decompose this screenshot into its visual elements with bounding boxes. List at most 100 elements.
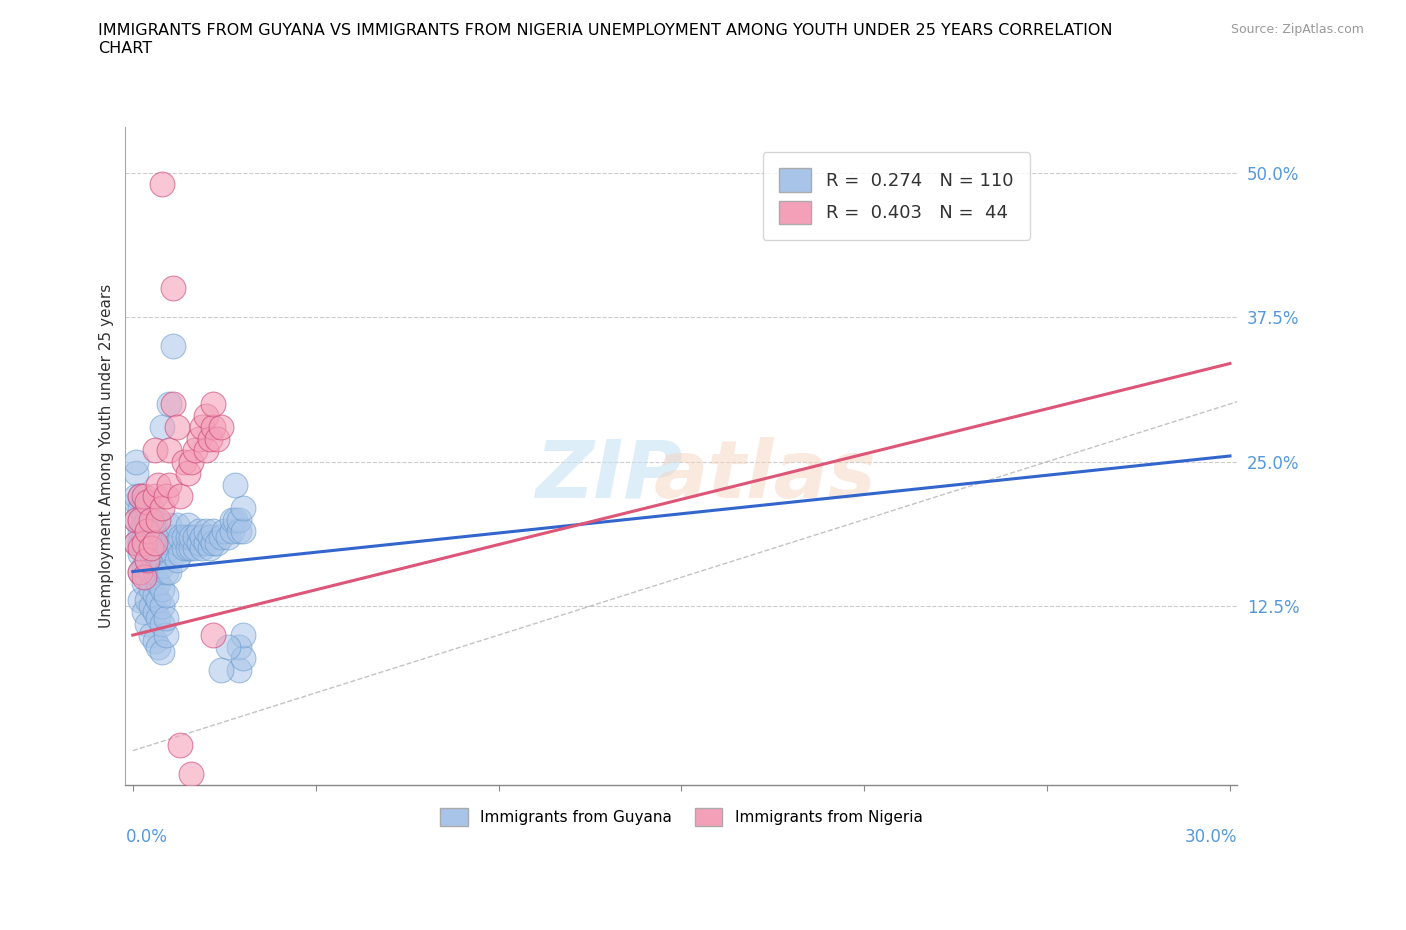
Point: [148, 477, 170, 492]
Text: atlas: atlas: [654, 437, 876, 514]
Point: [132, 495, 155, 510]
Point: [162, 281, 184, 296]
Point: [129, 593, 152, 608]
Point: [150, 645, 173, 660]
Point: [209, 529, 232, 544]
Point: [129, 565, 152, 579]
Point: [139, 581, 162, 596]
Point: [184, 443, 207, 458]
Point: [173, 455, 195, 470]
Point: [139, 541, 162, 556]
Point: [139, 628, 162, 643]
Point: [221, 512, 243, 527]
Point: [143, 535, 166, 550]
Point: [166, 419, 188, 434]
Point: [231, 500, 253, 515]
Point: [148, 552, 170, 567]
Point: [194, 443, 217, 458]
Point: [166, 518, 188, 533]
Text: Source: ZipAtlas.com: Source: ZipAtlas.com: [1230, 23, 1364, 36]
Point: [136, 593, 159, 608]
Point: [148, 535, 170, 550]
Point: [162, 529, 184, 544]
Point: [187, 432, 209, 446]
Point: [129, 524, 152, 538]
Point: [184, 529, 207, 544]
Point: [125, 489, 148, 504]
Point: [139, 518, 162, 533]
Point: [191, 419, 214, 434]
Point: [143, 587, 166, 602]
Point: [224, 477, 246, 492]
Point: [125, 535, 148, 550]
Point: [157, 396, 180, 411]
Point: [132, 535, 155, 550]
Point: [132, 518, 155, 533]
Point: [176, 541, 198, 556]
Point: [136, 495, 159, 510]
Point: [129, 541, 152, 556]
Point: [148, 593, 170, 608]
Point: [228, 512, 250, 527]
Point: [136, 552, 159, 567]
Point: [212, 524, 235, 538]
Point: [129, 500, 152, 515]
Point: [224, 512, 246, 527]
Point: [143, 604, 166, 619]
Legend: Immigrants from Guyana, Immigrants from Nigeria: Immigrants from Guyana, Immigrants from …: [433, 801, 929, 833]
Point: [202, 396, 225, 411]
Point: [157, 443, 180, 458]
Point: [155, 489, 177, 504]
Point: [136, 512, 159, 527]
Point: [132, 541, 155, 556]
Point: [136, 524, 159, 538]
Point: [129, 512, 152, 527]
Point: [143, 512, 166, 527]
Point: [132, 529, 155, 544]
Point: [176, 529, 198, 544]
Point: [209, 419, 232, 434]
Point: [187, 535, 209, 550]
Point: [150, 581, 173, 596]
Point: [155, 610, 177, 625]
Point: [169, 529, 191, 544]
Point: [132, 506, 155, 521]
Point: [136, 500, 159, 515]
Point: [205, 432, 228, 446]
Point: [221, 524, 243, 538]
Point: [228, 662, 250, 677]
Point: [155, 628, 177, 643]
Point: [180, 541, 202, 556]
Point: [129, 565, 152, 579]
Point: [136, 535, 159, 550]
Point: [162, 339, 184, 353]
Point: [202, 524, 225, 538]
Point: [148, 512, 170, 527]
Point: [148, 610, 170, 625]
Point: [139, 529, 162, 544]
Point: [143, 633, 166, 648]
Point: [157, 565, 180, 579]
Point: [231, 628, 253, 643]
Point: [150, 177, 173, 192]
Point: [217, 529, 239, 544]
Point: [169, 547, 191, 562]
Point: [209, 662, 232, 677]
Point: [150, 616, 173, 631]
Point: [173, 529, 195, 544]
Point: [139, 565, 162, 579]
Point: [205, 535, 228, 550]
Text: ZIP: ZIP: [536, 437, 683, 514]
Point: [157, 541, 180, 556]
Point: [198, 541, 221, 556]
Point: [125, 466, 148, 481]
Point: [166, 535, 188, 550]
Point: [125, 535, 148, 550]
Point: [202, 628, 225, 643]
Point: [157, 477, 180, 492]
Point: [217, 639, 239, 654]
Point: [132, 558, 155, 573]
Point: [136, 524, 159, 538]
Point: [194, 535, 217, 550]
Point: [125, 512, 148, 527]
